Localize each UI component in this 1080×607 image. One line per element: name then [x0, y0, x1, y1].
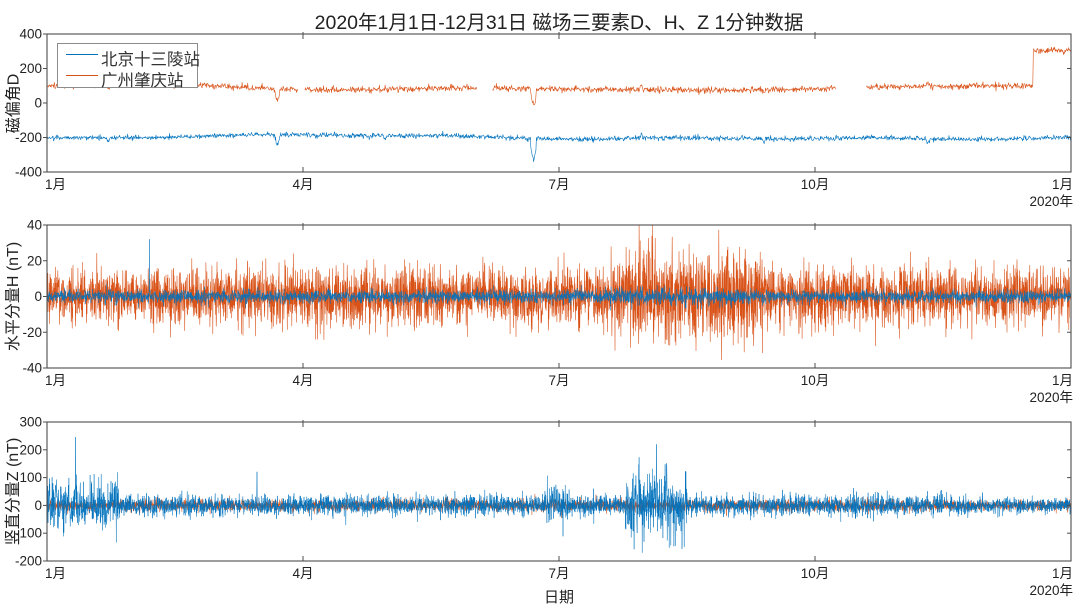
svg-text:400: 400: [19, 27, 42, 42]
svg-text:0: 0: [34, 96, 42, 111]
svg-text:1月: 1月: [1052, 373, 1073, 388]
svg-text:1月: 1月: [45, 177, 66, 192]
svg-text:0: 0: [34, 498, 42, 513]
svg-text:-40: -40: [22, 361, 42, 376]
svg-text:-20: -20: [22, 325, 42, 340]
svg-text:-200: -200: [15, 554, 42, 569]
svg-text:0: 0: [34, 289, 42, 304]
svg-text:1月: 1月: [1052, 566, 1073, 581]
svg-text:4月: 4月: [292, 566, 313, 581]
svg-text:10月: 10月: [801, 566, 830, 581]
svg-text:100: 100: [19, 470, 42, 485]
svg-text:40: 40: [27, 218, 42, 233]
svg-text:7月: 7月: [548, 373, 569, 388]
svg-text:7月: 7月: [548, 566, 569, 581]
svg-text:7月: 7月: [548, 177, 569, 192]
svg-text:200: 200: [19, 442, 42, 457]
svg-text:4月: 4月: [292, 373, 313, 388]
svg-text:2020年: 2020年: [1029, 194, 1073, 209]
svg-text:300: 300: [19, 415, 42, 430]
svg-text:4月: 4月: [292, 177, 313, 192]
svg-text:10月: 10月: [801, 177, 830, 192]
svg-text:-400: -400: [15, 165, 42, 180]
svg-text:1月: 1月: [1052, 177, 1073, 192]
svg-text:2020年: 2020年: [1029, 390, 1073, 405]
svg-text:10月: 10月: [801, 373, 830, 388]
svg-text:1月: 1月: [45, 373, 66, 388]
svg-text:20: 20: [27, 253, 42, 268]
svg-text:1月: 1月: [45, 566, 66, 581]
